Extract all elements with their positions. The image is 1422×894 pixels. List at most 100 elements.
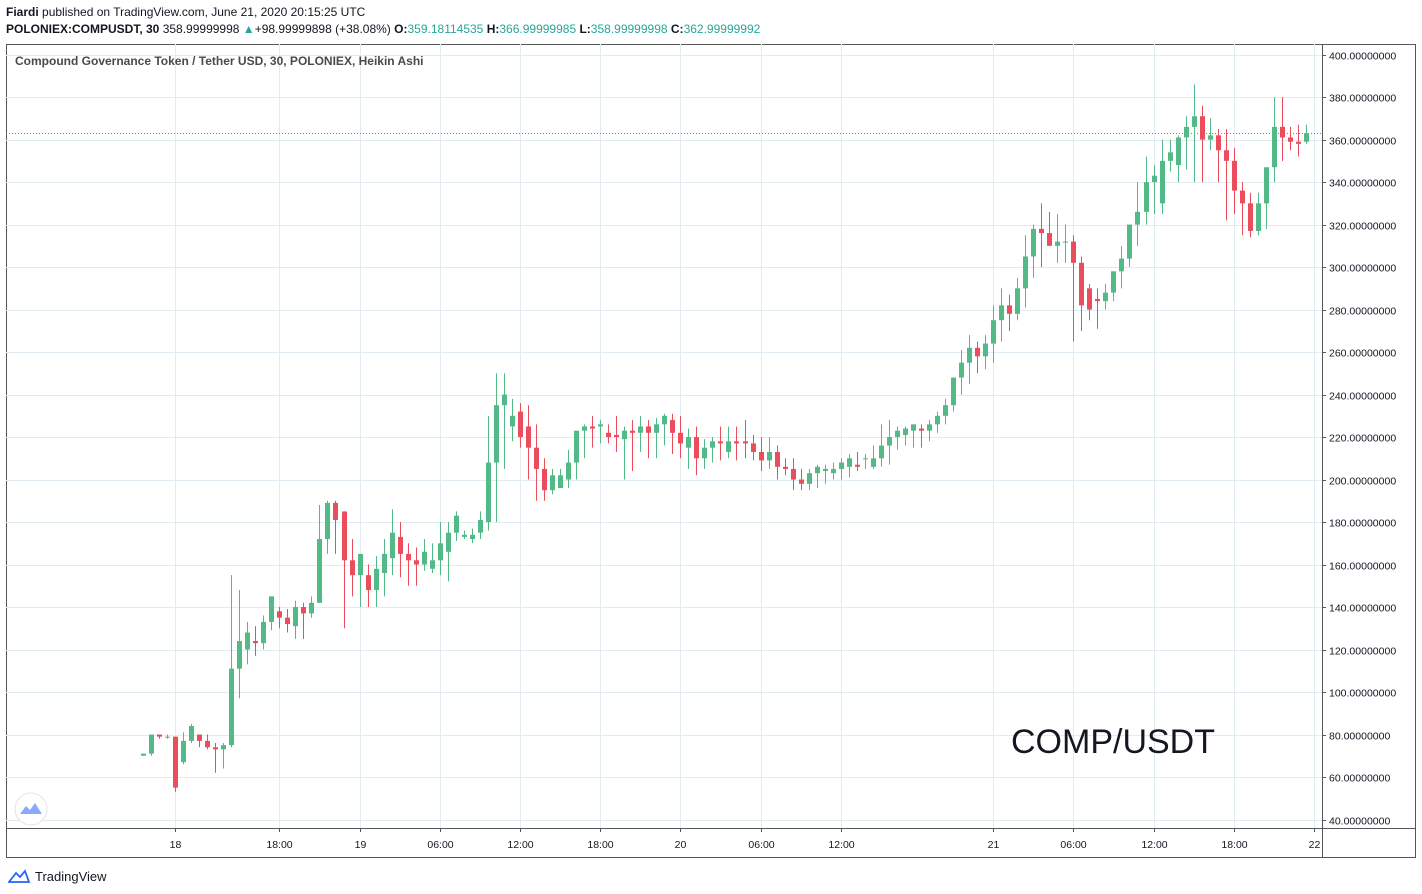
candle-body bbox=[213, 747, 218, 750]
candle bbox=[863, 454, 868, 469]
x-tick-label: 12:00 bbox=[507, 839, 533, 851]
candle-body bbox=[863, 458, 868, 460]
candle-body bbox=[582, 426, 587, 431]
candle-body bbox=[1087, 288, 1092, 310]
y-tick-label: 260.00000000 bbox=[1329, 348, 1396, 360]
candle bbox=[775, 445, 780, 480]
candle bbox=[1095, 288, 1100, 329]
y-tick-label: 280.00000000 bbox=[1329, 306, 1396, 318]
candle-body bbox=[1047, 233, 1052, 246]
candle-body bbox=[1152, 175, 1157, 183]
candle-body bbox=[446, 532, 451, 552]
publish-text: published on TradingView.com, June 21, 2… bbox=[42, 5, 366, 19]
x-tick-label: 19 bbox=[355, 839, 367, 851]
candle-body bbox=[350, 560, 355, 576]
footer-brand[interactable]: TradingView bbox=[35, 868, 107, 884]
candle-body bbox=[1176, 137, 1181, 166]
candle bbox=[1103, 284, 1108, 310]
candle-body bbox=[165, 736, 170, 738]
candle-body bbox=[943, 405, 948, 416]
candle bbox=[542, 458, 547, 501]
candle bbox=[550, 468, 555, 495]
candle-body bbox=[1200, 116, 1205, 140]
candle-body bbox=[598, 424, 603, 427]
candle-body bbox=[317, 539, 322, 603]
candle-body bbox=[847, 458, 852, 467]
candle bbox=[895, 426, 900, 450]
candle-body bbox=[293, 607, 298, 627]
candle bbox=[1232, 148, 1237, 214]
candle-body bbox=[1184, 126, 1189, 138]
tradingview-chart-button[interactable] bbox=[14, 792, 48, 826]
candle bbox=[197, 734, 202, 748]
candle bbox=[630, 420, 635, 472]
candle-body bbox=[478, 519, 483, 533]
candle-body bbox=[927, 424, 932, 431]
high-label: H: bbox=[486, 22, 500, 36]
change-up-icon: ▲ bbox=[242, 22, 255, 36]
candle bbox=[261, 615, 266, 650]
candle bbox=[1184, 116, 1189, 170]
candle bbox=[718, 426, 723, 461]
candle bbox=[478, 511, 483, 540]
time-axis[interactable]: 18 18:00 19 06:00 12:00 18:00 20 06:00 12:00 21 06… bbox=[170, 828, 1321, 851]
candle bbox=[1087, 284, 1092, 321]
candle-body bbox=[1232, 160, 1237, 191]
x-tick-label: 22 bbox=[1309, 839, 1321, 851]
y-tick-label: 320.00000000 bbox=[1329, 221, 1396, 233]
candle bbox=[959, 349, 964, 395]
candle bbox=[1079, 256, 1084, 331]
y-tick-label: 60.00000000 bbox=[1329, 773, 1390, 785]
candle bbox=[534, 424, 539, 501]
candle-body bbox=[887, 437, 892, 446]
candle-body bbox=[799, 479, 804, 484]
candle-body bbox=[983, 343, 988, 357]
candle bbox=[767, 437, 772, 469]
candle-body bbox=[823, 468, 828, 472]
candle bbox=[614, 415, 619, 452]
candle-body bbox=[1071, 241, 1076, 263]
symbol-label: POLONIEX:COMPUSDT, 30 bbox=[6, 22, 160, 36]
candle bbox=[1224, 128, 1229, 221]
candle bbox=[414, 547, 419, 586]
publish-info: Fiardi published on TradingView.com, Jun… bbox=[6, 5, 365, 19]
candle bbox=[1055, 213, 1060, 263]
candle bbox=[374, 556, 379, 608]
candle bbox=[638, 415, 643, 452]
candle bbox=[1039, 203, 1044, 268]
candle bbox=[1111, 271, 1116, 302]
candle bbox=[678, 415, 683, 459]
candle-body bbox=[935, 415, 940, 425]
candle-body bbox=[975, 347, 980, 357]
candle-body bbox=[430, 560, 435, 569]
candle bbox=[141, 753, 146, 756]
candle-body bbox=[718, 441, 723, 444]
open-value: 359.18114535 bbox=[407, 22, 484, 36]
candle-body bbox=[1095, 298, 1100, 302]
open-label: O: bbox=[394, 22, 408, 36]
author-name[interactable]: Fiardi bbox=[6, 5, 39, 19]
price-chart[interactable]: COMP/USDT 400.00000000 380.00000000 360.00… bbox=[6, 44, 1416, 858]
candle bbox=[1127, 224, 1132, 268]
candle-body bbox=[261, 621, 266, 644]
price-axis[interactable]: 400.00000000 380.00000000 360.00000000 340.… bbox=[1322, 51, 1396, 828]
candle-body bbox=[767, 451, 772, 461]
close-value: 362.99999992 bbox=[683, 22, 761, 36]
x-tick-label: 06:00 bbox=[427, 839, 453, 851]
candle-body bbox=[526, 426, 531, 448]
candle bbox=[799, 468, 804, 491]
candle bbox=[839, 458, 844, 480]
candle bbox=[229, 575, 234, 748]
candle bbox=[919, 424, 924, 448]
grid bbox=[6, 44, 1322, 828]
candle-body bbox=[534, 447, 539, 469]
candle-body bbox=[911, 424, 916, 431]
candle-body bbox=[1272, 126, 1277, 168]
candle bbox=[694, 426, 699, 476]
candle bbox=[1192, 84, 1197, 183]
candle bbox=[943, 398, 948, 425]
candle bbox=[855, 451, 860, 472]
candle-body bbox=[895, 430, 900, 438]
candle-body bbox=[245, 632, 250, 650]
candle bbox=[502, 373, 507, 469]
